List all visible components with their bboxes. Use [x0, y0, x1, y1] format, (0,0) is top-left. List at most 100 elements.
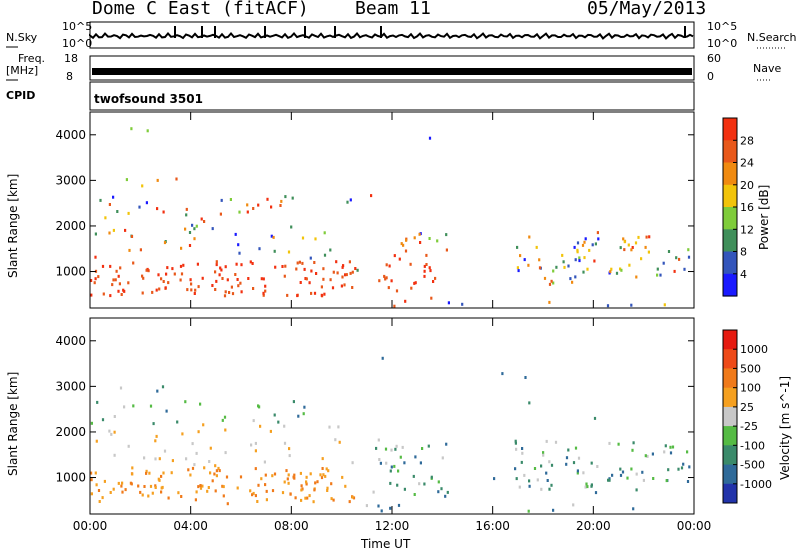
echo-cell: [231, 292, 235, 296]
echo-cell: [151, 491, 154, 495]
echo-cell: [101, 418, 105, 422]
echo-cell: [540, 464, 543, 468]
echo-cell: [289, 492, 292, 496]
echo-cell: [591, 243, 594, 247]
echo-cell: [119, 266, 122, 270]
nsearch-tick-bottom: 10^0: [707, 37, 738, 50]
echo-cell: [156, 389, 159, 393]
velocity-colorbar-tick: -100: [740, 439, 765, 452]
echo-cell: [108, 203, 111, 206]
echo-cell: [264, 289, 267, 293]
echo-cell: [641, 470, 644, 474]
echo-cell: [197, 430, 200, 434]
echo-cell: [437, 490, 440, 494]
echo-cell: [102, 292, 105, 296]
echo-cell: [662, 261, 665, 265]
echo-cell: [331, 286, 335, 290]
echo-cell: [284, 264, 287, 268]
echo-cell: [548, 487, 551, 491]
echo-cell: [90, 279, 93, 282]
power-ylabel: Slant Range [km]: [6, 173, 20, 278]
echo-cell: [533, 467, 537, 470]
echo-cell: [637, 235, 640, 239]
echo-cell: [112, 487, 115, 491]
echo-cell: [632, 507, 635, 511]
echo-cell: [584, 237, 587, 241]
echo-cell: [170, 471, 173, 475]
echo-cell: [222, 494, 225, 498]
echo-cell: [149, 404, 153, 408]
echo-cell: [545, 439, 548, 443]
echo-cell: [686, 450, 689, 454]
echo-cell: [221, 277, 224, 280]
echo-cell: [127, 211, 130, 215]
echo-cell: [445, 442, 448, 446]
echo-cell: [191, 223, 194, 227]
echo-cell: [203, 220, 206, 223]
echo-cell: [304, 277, 307, 280]
echo-cell: [390, 279, 393, 283]
echo-cell: [321, 467, 324, 470]
echo-cell: [272, 235, 275, 239]
echo-cell: [108, 429, 111, 433]
echo-cell: [608, 477, 611, 481]
velocity-colorbar-label: Velocity [m s^-1]: [778, 375, 792, 480]
echo-cell: [377, 438, 380, 442]
echo-cell: [288, 454, 291, 458]
echo-cell: [628, 263, 631, 267]
echo-cell: [565, 456, 569, 460]
echo-cell: [217, 466, 220, 470]
echo-cell: [95, 483, 98, 487]
echo-cell: [548, 460, 551, 464]
echo-cell: [669, 445, 672, 449]
echo-cell: [305, 480, 308, 484]
echo-cell: [538, 266, 542, 270]
echo-cell: [214, 464, 217, 468]
echo-cell: [214, 288, 217, 291]
echo-cell: [586, 485, 589, 489]
echo-cell: [165, 409, 168, 413]
x-tick-label: 00:00: [677, 519, 712, 533]
echo-cell: [222, 485, 225, 489]
echo-cell: [157, 273, 160, 277]
echo-cell: [131, 466, 134, 470]
echo-cell: [90, 293, 93, 297]
echo-cell: [197, 285, 200, 289]
echo-cell: [582, 471, 585, 475]
echo-cell: [428, 266, 431, 270]
nave-tick-top: 60: [707, 52, 721, 65]
echo-cell: [249, 260, 252, 264]
echo-cell: [256, 500, 259, 503]
echo-cell: [648, 235, 651, 239]
echo-cell: [271, 474, 274, 478]
echo-cell: [375, 446, 378, 450]
echo-cell: [143, 456, 146, 460]
echo-cell: [121, 490, 124, 494]
velocity-colorbar-swatch: [723, 483, 737, 504]
echo-cell: [342, 264, 345, 268]
echo-cell: [527, 263, 530, 267]
echo-cell: [632, 441, 635, 445]
echo-cell: [286, 293, 289, 297]
echo-cell: [582, 270, 585, 274]
echo-cell: [189, 278, 192, 282]
echo-cell: [678, 257, 681, 261]
echo-cell: [151, 290, 154, 294]
echo-cell: [154, 457, 157, 461]
echo-cell: [163, 241, 167, 245]
echo-cell: [538, 258, 541, 262]
echo-cell: [631, 448, 634, 452]
power-colorbar-tick: 28: [740, 134, 754, 147]
echo-cell: [351, 286, 354, 289]
echo-cell: [379, 461, 382, 465]
echo-cell: [257, 483, 260, 487]
echo-cell: [132, 261, 135, 265]
echo-cell: [354, 267, 357, 270]
echo-cell: [97, 489, 101, 492]
echo-cell: [300, 498, 303, 502]
echo-cell: [96, 400, 99, 404]
echo-cell: [445, 233, 448, 237]
echo-cell: [440, 487, 443, 491]
echo-cell: [623, 240, 626, 244]
